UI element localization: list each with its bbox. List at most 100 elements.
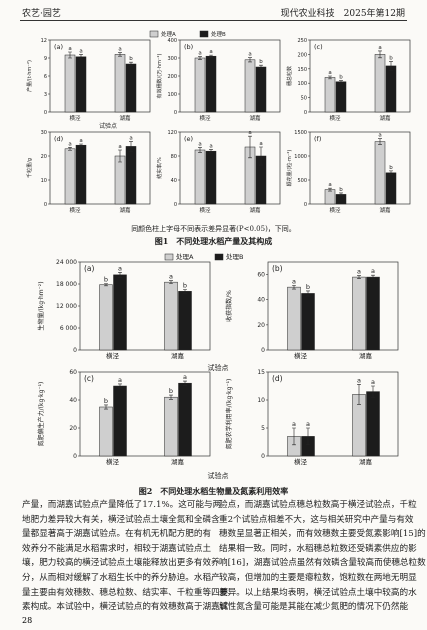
- significance-letter: a: [79, 138, 82, 144]
- significance-letter: a: [328, 70, 331, 76]
- significance-letter: a: [306, 420, 310, 428]
- legend-swatch: [149, 30, 159, 38]
- y-tick-label: 6: [44, 74, 47, 80]
- section: 农艺·园艺: [22, 9, 61, 19]
- significance-letter: b: [339, 187, 343, 193]
- y-tick-label: 12 000: [56, 303, 77, 310]
- y-tick-label: 5: [261, 425, 265, 432]
- significance-letter: a: [371, 378, 375, 386]
- panel-label: (a): [54, 43, 63, 51]
- panel-label: (c): [84, 374, 94, 383]
- y-axis-title: 生物量/(kg·hm⁻²): [37, 281, 45, 330]
- bar: [178, 382, 192, 457]
- bar: [335, 81, 347, 113]
- journal: 现代农业科技 2025年第12期: [280, 9, 405, 19]
- error-bar: [129, 141, 133, 152]
- significance-letter: a: [118, 376, 122, 384]
- y-tick-label: 18 000: [56, 281, 77, 288]
- error-bar: [259, 64, 263, 70]
- error-bar: [118, 271, 122, 278]
- x-tick-label: 湖嘉: [379, 114, 391, 122]
- bar: [114, 155, 126, 205]
- bar: [244, 59, 256, 113]
- legend-label: 处理B: [226, 252, 243, 261]
- plot-frame: [309, 131, 411, 205]
- y-tick-label: 300: [167, 56, 177, 62]
- bar: [352, 276, 366, 351]
- panel-label: (d): [54, 135, 63, 143]
- bar: [164, 281, 178, 351]
- x-tick-label: 湖嘉: [171, 351, 185, 360]
- panel-label: (d): [272, 374, 283, 383]
- x-tick-label: 横泾: [329, 114, 341, 122]
- x-tick-label: 横泾: [106, 351, 120, 360]
- significance-letter: a: [198, 51, 201, 57]
- x-tick-label: 横泾: [294, 457, 308, 466]
- bar: [205, 55, 217, 113]
- error-bar: [104, 404, 108, 410]
- text-line: 较高，但增加的主要是瘪粒数，饱粒数在两地无明显: [219, 572, 417, 583]
- y-axis-title: 氮肥偏生产力/(kg·kg⁻¹): [37, 382, 45, 447]
- bar: [75, 144, 87, 205]
- y-tick-label: 60: [69, 369, 77, 376]
- significance-letter: b: [389, 56, 393, 62]
- text-line: 验点，而湖嘉试验点穗总粒数高于横泾试验点，千粒: [219, 500, 417, 510]
- x-tick-label: 横泾: [199, 114, 211, 122]
- error-bar: [339, 80, 343, 84]
- bar: [374, 54, 386, 113]
- error-bar: [389, 61, 393, 71]
- y-tick-label: 10: [257, 397, 265, 404]
- y-tick-label: 12: [41, 38, 47, 44]
- bar: [366, 276, 380, 351]
- significance-letter: a: [357, 376, 361, 384]
- text-line: 素构成。本试验中，横泾试验点的有效穗数高于湖嘉试: [22, 602, 229, 613]
- error-bar: [129, 61, 133, 67]
- error-bar: [371, 274, 375, 280]
- plot-frame: [79, 371, 211, 457]
- text-line: 结果相一致。同时，水稻穗总粒数还受磷素供应的影: [219, 543, 417, 554]
- text-line: 量都显著高于湖嘉试验点。在有机无机配方肥的有: [22, 529, 212, 540]
- x-tick-label: 横泾: [199, 206, 211, 214]
- error-bar: [292, 284, 296, 290]
- error-bar: [209, 149, 213, 154]
- text-line: 产量，而湖嘉试验点产量降低了17.1%。这可能与两: [22, 500, 222, 510]
- panel-label: (b): [272, 264, 283, 273]
- x-tick-label: 横泾: [69, 206, 81, 214]
- error-bar: [104, 283, 108, 287]
- error-bar: [198, 56, 202, 60]
- y-tick-label: 30: [41, 130, 47, 136]
- significance-letter: a: [209, 49, 212, 55]
- y-tick-label: 80: [171, 154, 177, 160]
- error-bar: [183, 380, 187, 386]
- error-bar: [79, 54, 83, 60]
- bar: [99, 284, 113, 351]
- y-tick-label: 0: [174, 110, 177, 116]
- bar: [205, 150, 217, 205]
- legend-swatch: [199, 30, 209, 38]
- y-tick-label: 0: [304, 202, 307, 208]
- error-bar: [248, 57, 252, 63]
- text-line: 效养分不能满足水稻需求时，相较于湖嘉试验点土: [22, 543, 212, 554]
- bar: [255, 66, 267, 113]
- error-bar: [79, 143, 83, 147]
- error-bar: [68, 51, 72, 59]
- panel-label: (c): [314, 43, 323, 51]
- plot-frame: [267, 261, 399, 351]
- error-bar: [169, 280, 173, 284]
- significance-letter: a: [259, 141, 262, 147]
- error-bar: [248, 135, 252, 159]
- significance-letter: a: [378, 133, 381, 139]
- y-tick-label: 40: [69, 397, 77, 404]
- significance-letter: a: [118, 144, 121, 150]
- bar: [75, 56, 87, 113]
- error-bar: [378, 50, 382, 59]
- bar: [194, 57, 206, 113]
- text-line: 分，从而相对缓解了水稻生长中的养分胁迫。水稻产: [22, 572, 220, 583]
- error-bar: [183, 289, 187, 294]
- text-column: 验点，而湖嘉试验点穗总粒数高于横泾试验点，千粒 重2个试验点相差不大，这与相关研究…: [219, 498, 426, 615]
- x-tick-label: 横泾: [69, 114, 81, 122]
- y-tick-label: 24 000: [56, 259, 77, 266]
- bar: [114, 54, 126, 113]
- error-bar: [371, 385, 375, 398]
- y-axis-title: 结实率/%: [156, 157, 163, 179]
